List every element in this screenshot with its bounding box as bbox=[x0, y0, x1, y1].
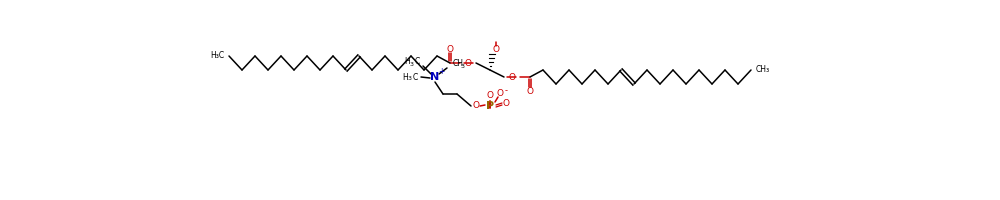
Text: O: O bbox=[496, 90, 504, 98]
Text: 3: 3 bbox=[461, 64, 465, 68]
Text: O: O bbox=[486, 92, 494, 100]
Text: C: C bbox=[414, 58, 420, 66]
Text: O: O bbox=[464, 58, 472, 68]
Text: 3: 3 bbox=[410, 62, 414, 66]
Text: O: O bbox=[473, 102, 480, 110]
Text: -: - bbox=[505, 86, 508, 96]
Text: N: N bbox=[430, 72, 440, 82]
Text: O: O bbox=[526, 86, 534, 96]
Text: P: P bbox=[486, 101, 494, 111]
Text: O: O bbox=[503, 98, 510, 108]
Text: H: H bbox=[404, 58, 410, 66]
Text: C: C bbox=[412, 72, 418, 82]
Text: CH: CH bbox=[453, 60, 464, 68]
Text: 3: 3 bbox=[408, 76, 412, 82]
Text: H: H bbox=[402, 72, 408, 82]
Text: +: + bbox=[438, 68, 444, 76]
Text: O: O bbox=[492, 46, 500, 54]
Text: CH₃: CH₃ bbox=[756, 66, 770, 74]
Text: O: O bbox=[446, 45, 454, 53]
Text: H₃C: H₃C bbox=[210, 51, 224, 60]
Text: O: O bbox=[509, 72, 516, 82]
